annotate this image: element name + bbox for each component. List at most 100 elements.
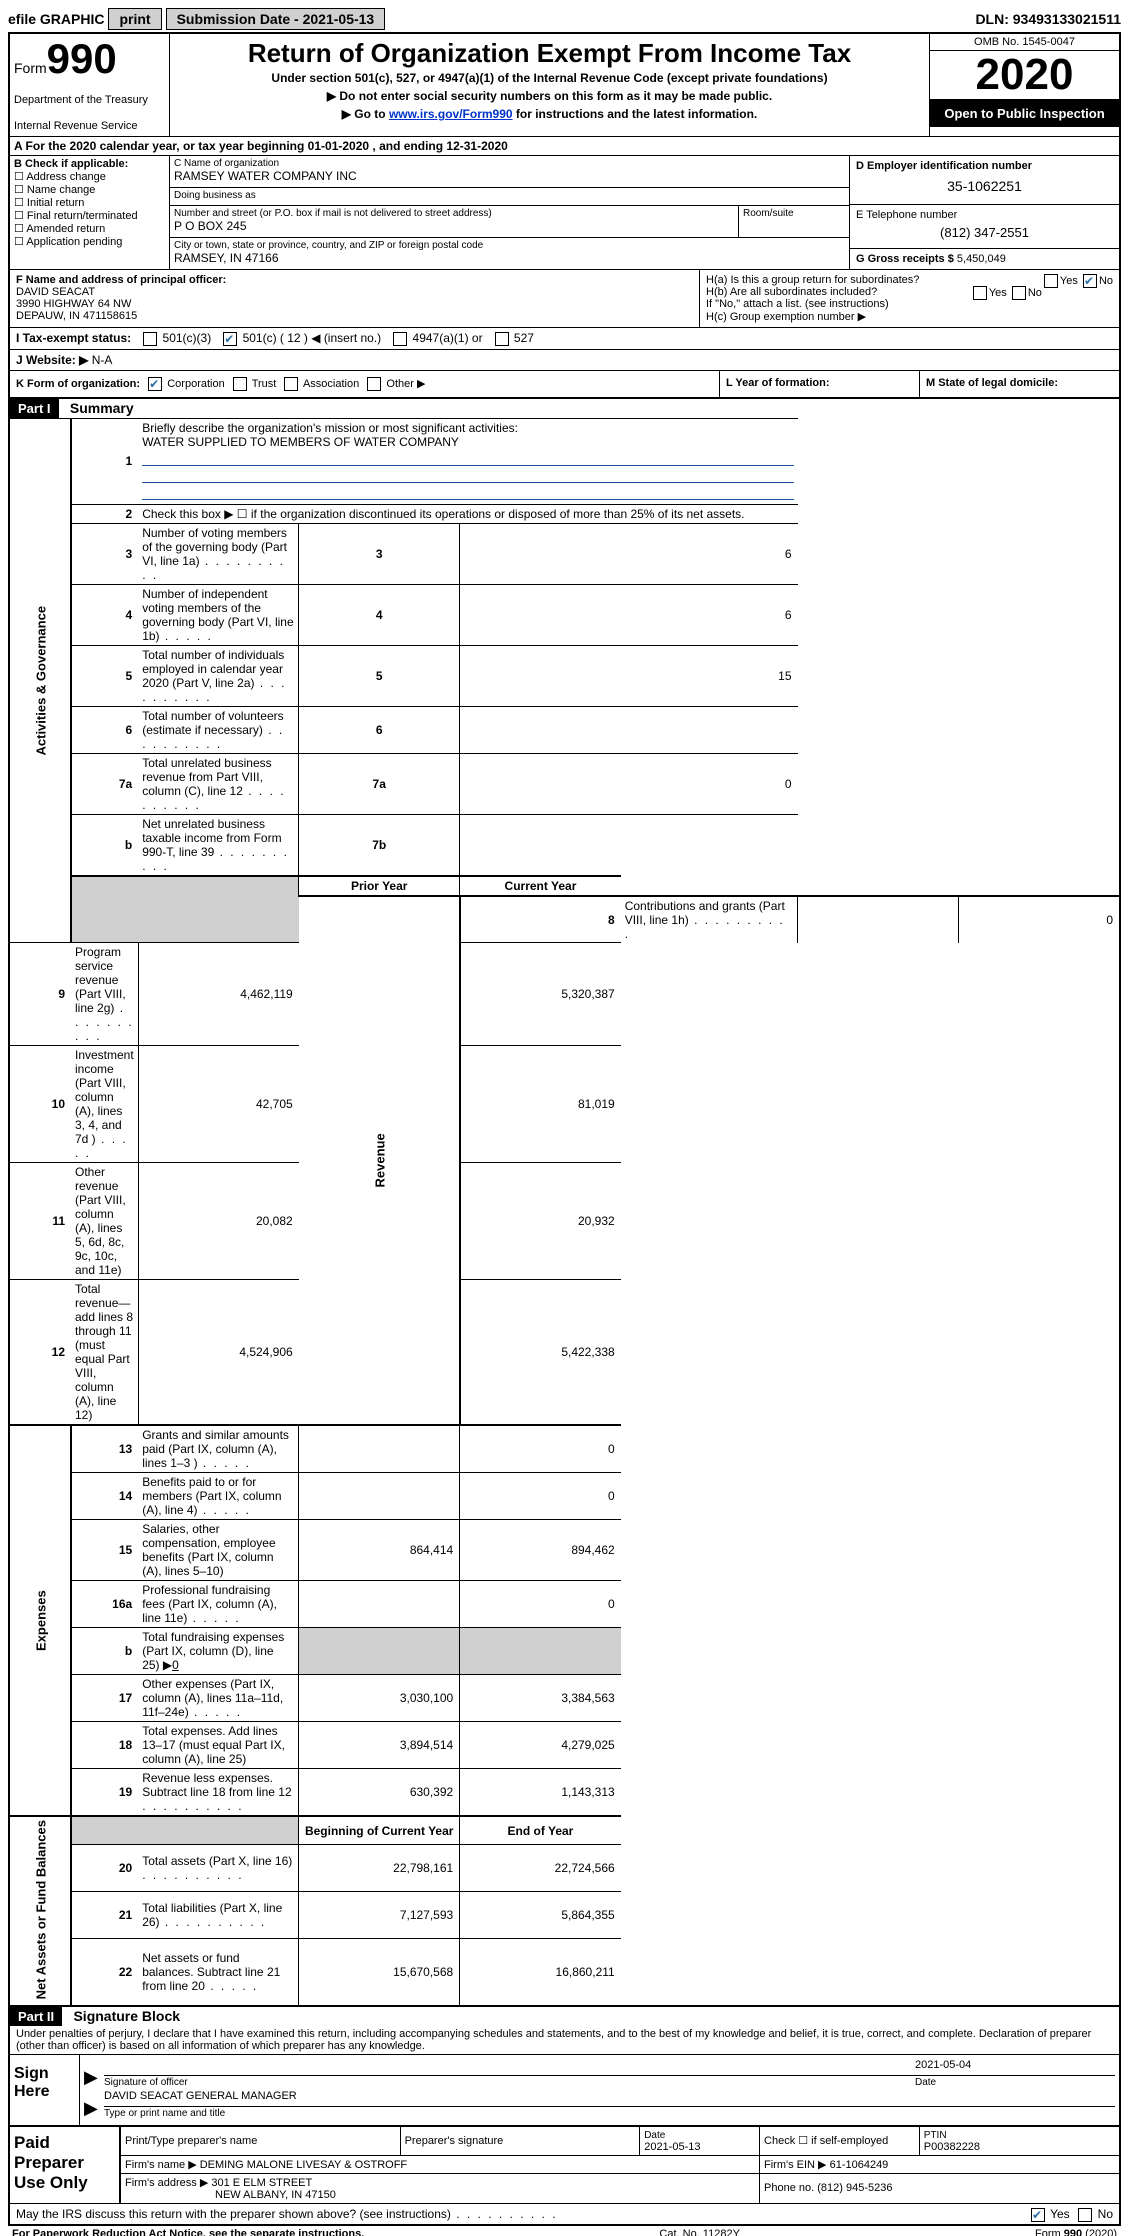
omb-number: OMB No. 1545-0047: [930, 34, 1119, 51]
line-16a-text: Professional fundraising fees (Part IX, …: [138, 1581, 299, 1628]
line-9-prior: 4,462,119: [138, 943, 299, 1046]
k-assoc: Association: [303, 378, 359, 390]
city-label: City or town, state or province, country…: [174, 240, 845, 251]
net-spacer2: [138, 1816, 299, 1844]
tax-year: 2020: [930, 51, 1119, 100]
firm-addr1: 301 E ELM STREET: [211, 2177, 312, 2189]
discuss-yes-checkbox[interactable]: [1031, 2208, 1045, 2222]
sig-date-label: Date: [915, 2075, 1115, 2088]
ha-yes-checkbox[interactable]: [1044, 274, 1058, 288]
line-5-text: Total number of individuals employed in …: [138, 645, 299, 706]
form-number: 990: [47, 35, 117, 82]
print-button[interactable]: print: [108, 8, 161, 30]
line-7a-val: 0: [460, 753, 798, 814]
line-21-num: 21: [71, 1891, 138, 1938]
k-label: K Form of organization:: [16, 378, 140, 390]
rev-spacer: [71, 876, 138, 943]
side-revenue: Revenue: [299, 896, 460, 1426]
chk-other[interactable]: [367, 377, 381, 391]
line-3-num: 3: [71, 523, 138, 584]
instr-tail: for instructions and the latest informat…: [513, 107, 758, 121]
prior-year-hdr: Prior Year: [299, 876, 460, 896]
chk-final-return[interactable]: ☐ Final return/terminated: [14, 209, 165, 222]
firm-phone-cell: Phone no. (812) 945-5236: [760, 2173, 1119, 2203]
form-body: Form990 Department of the Treasury Inter…: [8, 32, 1121, 2226]
irs-link[interactable]: www.irs.gov/Form990: [389, 107, 513, 121]
chk-527[interactable]: [495, 332, 509, 346]
entity-grid: B Check if applicable: ☐ Address change …: [10, 155, 1119, 269]
chk-501c[interactable]: [223, 332, 237, 346]
page-footer: For Paperwork Reduction Act Notice, see …: [8, 2226, 1121, 2236]
line-17-prior: 3,030,100: [299, 1675, 460, 1722]
hc-label: H(c) Group exemption number ▶: [706, 310, 1113, 323]
line-20-text: Total assets (Part X, line 16): [138, 1844, 299, 1891]
line-4-box: 4: [299, 584, 460, 645]
chk-name-change[interactable]: ☐ Name change: [14, 183, 165, 196]
chk-corp[interactable]: [148, 377, 162, 391]
side-expenses: Expenses: [10, 1425, 71, 1816]
form-word: Form: [14, 60, 47, 76]
l-cell: L Year of formation:: [719, 371, 919, 397]
opt-501c3: 501(c)(3): [163, 331, 212, 345]
h-box: H(a) Is this a group return for subordin…: [699, 270, 1119, 327]
org-name-label: C Name of organization: [174, 158, 845, 169]
chk-app-pending[interactable]: ☐ Application pending: [14, 235, 165, 248]
discuss-no-checkbox[interactable]: [1078, 2208, 1092, 2222]
part1-header-row: Part I Summary: [10, 397, 1119, 418]
open-to-public: Open to Public Inspection: [930, 100, 1119, 127]
hb-yes-checkbox[interactable]: [973, 286, 987, 300]
submission-date-label: Submission Date -: [177, 11, 303, 27]
firm-name-val: DEMING MALONE LIVESAY & OSTROFF: [200, 2159, 407, 2171]
form-title-cell: Return of Organization Exempt From Incom…: [170, 34, 929, 136]
chk-4947[interactable]: [393, 332, 407, 346]
line-13-num: 13: [71, 1425, 138, 1473]
check-hdr: B Check if applicable:: [14, 158, 165, 170]
line-8-text: Contributions and grants (Part VIII, lin…: [621, 896, 798, 943]
chk-address-change[interactable]: ☐ Address change: [14, 170, 165, 183]
part2-title: Signature Block: [65, 2008, 180, 2024]
line-18-text: Total expenses. Add lines 13–17 (must eq…: [138, 1722, 299, 1769]
chk-501c3[interactable]: [143, 332, 157, 346]
instr-link: ▶ Go to www.irs.gov/Form990 for instruct…: [174, 107, 925, 121]
line-5-val: 15: [460, 645, 798, 706]
chk-amended[interactable]: ☐ Amended return: [14, 222, 165, 235]
sig-date-value: 2021-05-04: [915, 2059, 1115, 2075]
line-5-box: 5: [299, 645, 460, 706]
dba-label: Doing business as: [174, 190, 845, 201]
chk-assoc[interactable]: [284, 377, 298, 391]
name-col: C Name of organization RAMSEY WATER COMP…: [170, 156, 849, 269]
street-value: P O BOX 245: [174, 219, 734, 233]
check-applicable: B Check if applicable: ☐ Address change …: [10, 156, 170, 269]
room-suite: Room/suite: [739, 206, 849, 237]
firm-ein-val: 61-1064249: [830, 2159, 889, 2171]
current-year-hdr: Current Year: [460, 876, 621, 896]
line-22-num: 22: [71, 1938, 138, 2004]
m-cell: M State of legal domicile:: [919, 371, 1119, 397]
line-22-text: Net assets or fund balances. Subtract li…: [138, 1938, 299, 2004]
hb-no-checkbox[interactable]: [1012, 286, 1026, 300]
firm-phone-val: (812) 945-5236: [817, 2182, 892, 2194]
line-20-eoy: 22,724,566: [460, 1844, 621, 1891]
line-14-text: Benefits paid to or for members (Part IX…: [138, 1473, 299, 1520]
ha-no-checkbox[interactable]: [1083, 274, 1097, 288]
line-16b-curr: [460, 1628, 621, 1675]
prep-date: Date 2021-05-13: [640, 2127, 760, 2156]
line-11-curr: 20,932: [460, 1163, 621, 1280]
chk-initial-return[interactable]: ☐ Initial return: [14, 196, 165, 209]
line-15-curr: 894,462: [460, 1520, 621, 1581]
line-14-curr: 0: [460, 1473, 621, 1520]
line-16a-num: 16a: [71, 1581, 138, 1628]
officer-addr1: 3990 HIGHWAY 64 NW: [16, 298, 693, 310]
sig-officer-label: Signature of officer: [104, 2075, 915, 2088]
dln-value: 93493133021511: [1013, 11, 1121, 27]
efile-label: efile GRAPHIC: [8, 11, 104, 27]
ha-yn: Yes No: [1042, 274, 1113, 288]
tax-period-row: A For the 2020 calendar year, or tax yea…: [10, 136, 1119, 155]
line-16a-curr: 0: [460, 1581, 621, 1628]
org-name-value: RAMSEY WATER COMPANY INC: [174, 169, 845, 183]
prep-date-lbl: Date: [644, 2130, 665, 2141]
k-cell: K Form of organization: Corporation Trus…: [10, 371, 719, 397]
chk-trust[interactable]: [233, 377, 247, 391]
line-2-text: Check this box ▶ ☐ if the organization d…: [138, 504, 797, 523]
line-17-curr: 3,384,563: [460, 1675, 621, 1722]
